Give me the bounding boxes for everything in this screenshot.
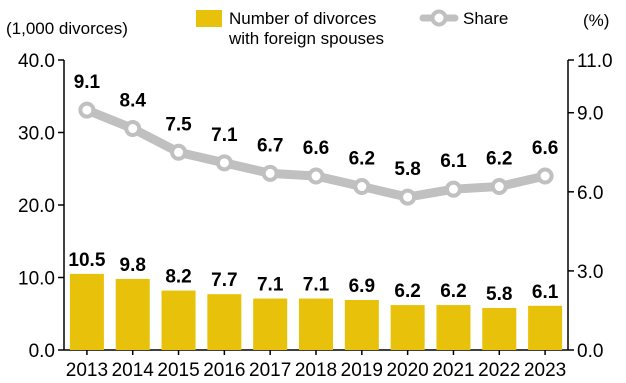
left-tick-label: 30.0 <box>18 124 55 145</box>
data-labels: 10.5 9.8 8.2 7.7 7.1 7.1 6.9 6.2 6.2 5.8 6.1 9.1 8.4… <box>68 72 558 305</box>
share-point <box>307 167 325 185</box>
legend-bar-label: Number of divorces with foreign spouses <box>228 9 384 48</box>
bar-value-label: 7.1 <box>257 275 284 296</box>
bar <box>69 273 104 350</box>
bar <box>528 305 563 350</box>
share-point <box>124 120 142 138</box>
x-tick-label: 2013 <box>66 360 108 381</box>
share-value-label: 8.4 <box>120 91 147 112</box>
share-point <box>261 164 279 182</box>
share-value-label: 7.5 <box>165 114 192 135</box>
bar <box>344 299 379 350</box>
left-axis-unit: (1,000 divorces) <box>6 19 128 38</box>
share-point <box>215 154 233 172</box>
bar <box>436 305 471 350</box>
legend-bar-swatch <box>196 10 222 27</box>
share-point <box>536 167 554 185</box>
x-tick-label: 2023 <box>524 360 566 381</box>
legend-bar-label-line-1: Number of divorces <box>229 9 376 28</box>
share-value-label: 9.1 <box>74 72 101 93</box>
bar <box>482 307 517 350</box>
legend-line-label: Share <box>463 9 508 28</box>
share-line <box>78 101 554 206</box>
bar-value-label: 9.8 <box>120 255 146 276</box>
share-value-label: 6.2 <box>349 149 375 170</box>
bar <box>161 290 196 350</box>
share-point <box>490 178 508 196</box>
share-point <box>444 180 462 198</box>
left-tick-label: 0.0 <box>29 341 55 362</box>
bar <box>207 294 242 350</box>
bar-value-label: 5.8 <box>486 284 512 305</box>
bar <box>299 298 333 350</box>
share-value-label: 6.6 <box>532 138 558 159</box>
right-tick-label: 9.0 <box>577 104 603 125</box>
share-point <box>353 178 371 196</box>
bar-value-label: 8.2 <box>165 267 191 288</box>
bar-value-label: 7.1 <box>303 275 330 296</box>
x-tick-label: 2016 <box>203 360 245 381</box>
bar <box>253 298 288 350</box>
legend-line-marker <box>430 9 448 27</box>
x-tick-label: 2014 <box>112 360 155 381</box>
right-axis-unit: (%) <box>583 11 609 30</box>
share-value-label: 6.1 <box>440 151 467 172</box>
bar-value-label: 6.2 <box>394 281 420 302</box>
right-tick-label: 3.0 <box>577 262 603 283</box>
bar-value-label: 7.7 <box>211 270 237 291</box>
bar-value-label: 6.2 <box>440 281 466 302</box>
right-tick-label: 6.0 <box>577 183 603 204</box>
left-tick-label: 40.0 <box>18 51 55 72</box>
bar-value-label: 10.5 <box>68 250 105 271</box>
left-tick-label: 20.0 <box>18 196 55 217</box>
share-value-label: 7.1 <box>211 125 238 146</box>
x-tick-label: 2020 <box>386 360 428 381</box>
x-tick-label: 2021 <box>432 360 474 381</box>
share-point <box>170 143 188 161</box>
right-tick-label: 0.0 <box>577 341 603 362</box>
left-tick-label: 10.0 <box>18 269 55 290</box>
share-point <box>78 101 96 119</box>
share-point <box>399 188 417 206</box>
bar-value-label: 6.1 <box>532 282 559 303</box>
bar-value-label: 6.9 <box>349 276 375 297</box>
legend-bar-label-line-2: with foreign spouses <box>228 29 384 48</box>
share-value-label: 5.8 <box>394 159 420 180</box>
bars <box>69 273 563 350</box>
share-value-label: 6.6 <box>303 138 329 159</box>
x-tick-label: 2022 <box>478 360 520 381</box>
x-tick-label: 2019 <box>341 360 383 381</box>
x-tick-label: 2017 <box>249 360 291 381</box>
bar <box>390 305 425 350</box>
share-value-label: 6.2 <box>486 149 512 170</box>
x-tick-label: 2015 <box>157 360 199 381</box>
legend: Number of divorces with foreign spouses … <box>196 9 508 48</box>
share-value-label: 6.7 <box>257 135 283 156</box>
right-tick-label: 11.0 <box>577 51 613 72</box>
bar <box>115 278 150 350</box>
x-tick-label: 2018 <box>295 360 337 381</box>
